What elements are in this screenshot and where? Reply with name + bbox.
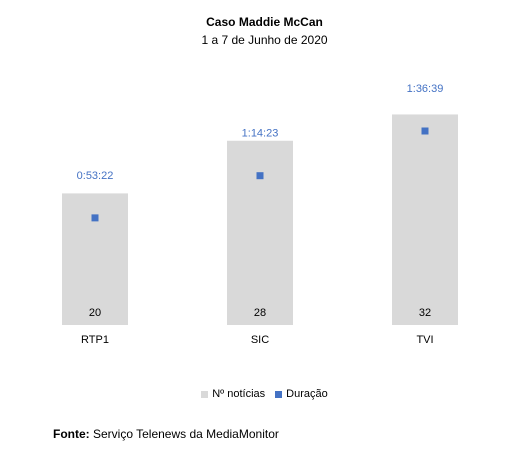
source-text: Serviço Telenews da MediaMonitor <box>89 427 279 441</box>
bar-value-label-tvi: 32 <box>419 307 431 319</box>
duration-label-tvi: 1:36:39 <box>407 83 444 95</box>
bar-sic <box>227 140 293 325</box>
bar-tvi <box>392 114 458 325</box>
duration-marker-tvi <box>421 127 429 135</box>
legend-item-noticias: Nº notícias <box>201 388 265 400</box>
chart-legend: Nº notícias Duração <box>0 388 529 400</box>
legend-label-duracao: Duração <box>286 388 328 400</box>
bar-value-label-sic: 28 <box>254 307 266 319</box>
legend-swatch-noticias <box>201 390 209 398</box>
source-note: Fonte: Serviço Telenews da MediaMonitor <box>53 427 279 441</box>
legend-item-duracao: Duração <box>275 388 328 400</box>
duration-label-rtp1: 0:53:22 <box>77 170 114 182</box>
category-label-sic: SIC <box>251 334 269 346</box>
duration-marker-sic <box>256 172 264 180</box>
source-label: Fonte: <box>53 427 90 441</box>
duration-marker-rtp1 <box>91 214 99 222</box>
bar-rtp1 <box>62 193 128 325</box>
category-label-tvi: TVI <box>416 334 433 346</box>
chart-subtitle: 1 a 7 de Junho de 2020 <box>201 33 328 47</box>
legend-label-noticias: Nº notícias <box>212 388 266 400</box>
chart-title: Caso Maddie McCan <box>206 15 323 29</box>
duration-label-sic: 1:14:23 <box>242 128 279 140</box>
category-label-rtp1: RTP1 <box>81 334 109 346</box>
legend-swatch-duracao <box>275 390 283 398</box>
bar-value-label-rtp1: 20 <box>89 307 101 319</box>
